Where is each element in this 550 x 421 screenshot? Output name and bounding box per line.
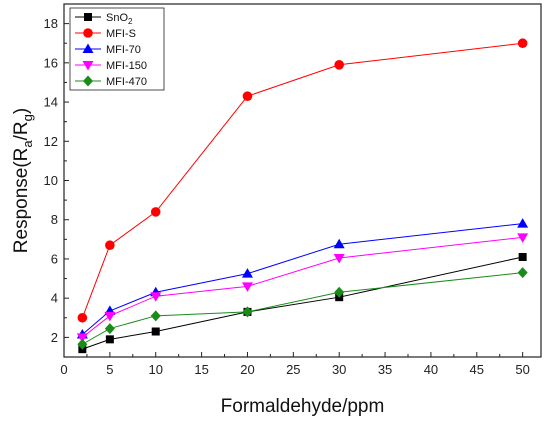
data-point bbox=[333, 253, 345, 264]
series-mfi-470 bbox=[77, 267, 528, 350]
legend-marker bbox=[83, 28, 93, 38]
legend-label-subscript: 2 bbox=[128, 17, 133, 26]
y-tick-label: 12 bbox=[44, 134, 58, 149]
x-tick-label: 35 bbox=[378, 362, 392, 377]
data-point bbox=[518, 252, 527, 261]
x-tick-label: 20 bbox=[240, 362, 254, 377]
y-axis-title-sub-a: a bbox=[20, 140, 35, 148]
series-line bbox=[82, 272, 523, 345]
x-tick-label: 50 bbox=[515, 362, 529, 377]
series-line bbox=[81, 42, 523, 318]
series-line bbox=[82, 256, 523, 350]
legend-label: MFI-150 bbox=[106, 60, 147, 72]
x-tick-label: 5 bbox=[106, 362, 113, 377]
y-tick-label: 18 bbox=[44, 16, 58, 31]
data-point bbox=[150, 310, 161, 322]
series-mfi-s bbox=[77, 38, 528, 323]
legend-marker bbox=[84, 13, 92, 21]
legend-marker bbox=[82, 43, 94, 53]
legend-label: SnO2 bbox=[106, 12, 133, 26]
data-point bbox=[517, 38, 528, 49]
x-tick-label: 15 bbox=[194, 362, 208, 377]
y-tick-label: 16 bbox=[44, 55, 58, 70]
data-point bbox=[517, 233, 529, 243]
legend-marker bbox=[82, 61, 94, 71]
series-layer bbox=[76, 38, 529, 354]
data-point bbox=[104, 323, 115, 335]
data-point bbox=[334, 286, 345, 298]
data-point bbox=[77, 338, 88, 350]
y-tick-label: 4 bbox=[51, 291, 58, 306]
legend: SnO2 MFI-S MFI-70 MFI-150 MFI-470 bbox=[69, 7, 165, 91]
x-tick-label: 10 bbox=[148, 362, 162, 377]
axis-ticks: 0 5 10 15 20 25 30 35 40 45 50 2 4 6 8 10 12 14 16 18 bbox=[44, 16, 530, 377]
x-tick-label: 30 bbox=[332, 362, 346, 377]
y-axis-title-part-c: /R bbox=[11, 121, 32, 140]
x-tick-label: 0 bbox=[60, 362, 67, 377]
y-tick-label: 2 bbox=[51, 330, 58, 345]
series-line bbox=[82, 236, 523, 338]
data-point bbox=[517, 267, 528, 279]
legend-label: MFI-S bbox=[106, 28, 136, 40]
data-point bbox=[105, 240, 115, 251]
y-axis-title-part-e: ) bbox=[11, 108, 32, 114]
x-axis-title: Formaldehyde/ppm bbox=[221, 396, 385, 417]
legend-label: MFI-70 bbox=[106, 44, 141, 56]
data-point bbox=[242, 306, 253, 318]
y-tick-label: 6 bbox=[51, 251, 58, 266]
data-point bbox=[241, 268, 253, 278]
x-tick-label: 45 bbox=[470, 362, 484, 377]
data-point bbox=[241, 282, 253, 292]
data-point bbox=[76, 333, 88, 343]
x-tick-label: 40 bbox=[424, 362, 438, 377]
y-axis-title-part-a: Response(R bbox=[11, 148, 32, 254]
legend-label: MFI-470 bbox=[106, 76, 147, 88]
legend-marker bbox=[83, 75, 93, 87]
y-axis-title-sub-g: g bbox=[20, 114, 35, 121]
series-mfi-150 bbox=[76, 233, 529, 343]
data-point bbox=[517, 218, 529, 228]
data-point bbox=[104, 311, 116, 322]
data-point bbox=[334, 59, 344, 70]
y-axis-title: Response(Ra/Rg) bbox=[11, 108, 35, 253]
y-tick-label: 10 bbox=[44, 173, 58, 188]
data-point bbox=[150, 207, 161, 217]
data-point bbox=[105, 335, 114, 344]
data-point bbox=[242, 91, 253, 101]
x-tick-label: 25 bbox=[286, 362, 300, 377]
data-point bbox=[151, 327, 160, 336]
y-tick-label: 14 bbox=[44, 95, 58, 110]
data-point bbox=[150, 292, 162, 302]
y-tick-label: 8 bbox=[51, 212, 58, 227]
data-point bbox=[77, 312, 88, 323]
data-point bbox=[333, 238, 345, 249]
